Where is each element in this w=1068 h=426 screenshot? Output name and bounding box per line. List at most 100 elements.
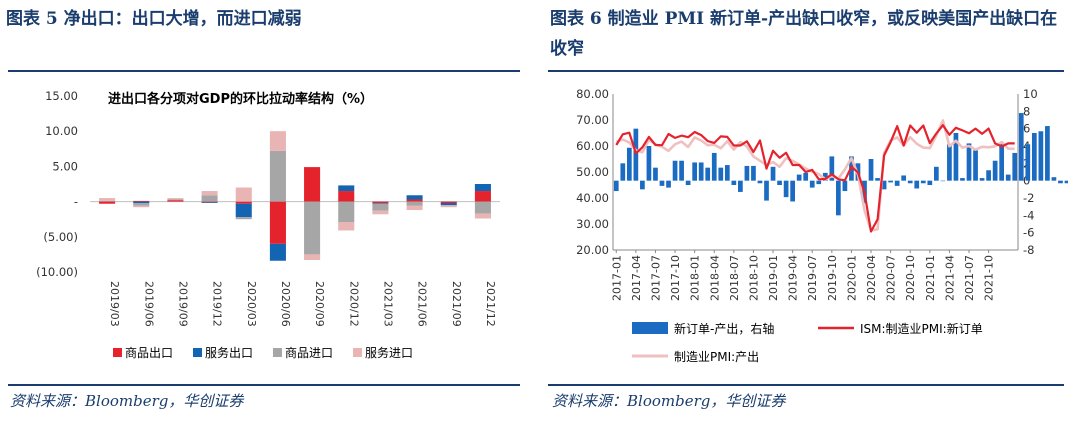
bar-services-import xyxy=(304,254,321,261)
left-y-tick-label: 50.00 xyxy=(576,165,609,179)
bar-services-import xyxy=(235,187,252,202)
figure-title-left: 图表 5 净出口：出口大增，而进口减弱 xyxy=(6,9,302,29)
gap-bar xyxy=(1005,174,1011,181)
gap-bar xyxy=(711,152,717,181)
y-tick-label: (5.00) xyxy=(43,230,78,244)
legend-label: 服务进口 xyxy=(365,345,413,360)
bar-services-import xyxy=(338,222,355,231)
x-tick-label: 2018-04 xyxy=(708,255,721,301)
bar-goods-export xyxy=(338,191,355,202)
gap-bar xyxy=(783,180,789,198)
legend-label: 商品进口 xyxy=(285,345,333,360)
gap-bar xyxy=(888,180,893,183)
gap-bar xyxy=(992,160,998,181)
gap-bar xyxy=(764,180,769,201)
source-note-right: 资料来源：Bloomberg，华创证券 xyxy=(552,392,786,410)
gap-bar xyxy=(1012,152,1018,181)
y-tick-label: (10.00) xyxy=(36,265,78,279)
left-y-tick-label: 80.00 xyxy=(576,87,609,101)
gap-bar xyxy=(666,180,671,188)
bar-goods-import xyxy=(338,201,355,223)
bar-services-export xyxy=(440,203,457,206)
bar-services-export xyxy=(269,243,286,261)
bar-goods-export xyxy=(406,199,423,202)
gap-bar xyxy=(724,165,730,181)
gap-bar xyxy=(646,146,652,181)
bar-goods-export xyxy=(372,201,389,204)
gap-bar xyxy=(705,167,711,181)
gap-bar xyxy=(881,180,887,190)
x-tick-label: 2017-07 xyxy=(649,255,662,301)
legend-label: 商品出口 xyxy=(125,345,173,360)
gap-bar xyxy=(626,147,632,181)
gap-bar xyxy=(1045,126,1050,181)
y-tick-label: 15.00 xyxy=(45,89,78,103)
x-tick-label: 2020-01 xyxy=(845,255,858,301)
x-tick-label: 2021/03 xyxy=(381,281,394,327)
x-tick-label: 2020/09 xyxy=(313,281,326,327)
gap-bar xyxy=(979,178,985,181)
bar-services-import xyxy=(201,191,218,196)
gap-bar xyxy=(718,167,724,181)
bar-goods-import xyxy=(133,203,150,206)
legend-swatch xyxy=(193,348,202,357)
bar-goods-export xyxy=(440,201,457,204)
gap-bar xyxy=(960,178,965,181)
gap-bar xyxy=(770,166,776,181)
gap-bar xyxy=(1051,177,1057,181)
gap-bar xyxy=(731,180,737,185)
bar-goods-import xyxy=(406,201,423,206)
gap-bar xyxy=(940,180,946,182)
gap-bar xyxy=(620,163,626,181)
x-tick-label: 2020-04 xyxy=(865,255,878,301)
gap-bar xyxy=(790,180,795,202)
x-tick-label: 2021-01 xyxy=(924,255,937,301)
bar-goods-import xyxy=(269,150,286,202)
gap-bar xyxy=(894,180,900,186)
right-y-tick-label: 8 xyxy=(1023,104,1030,118)
gap-bar xyxy=(744,165,750,181)
bar-services-export xyxy=(133,201,150,204)
x-tick-label: 2020/12 xyxy=(347,281,360,327)
bar-goods-import xyxy=(201,195,218,202)
right-y-tick-label: -4 xyxy=(1023,208,1034,222)
figure-title-right: 图表 6 制造业 PMI 新订单-产出缺口收窄，或反映美国产出缺口在收窄 xyxy=(550,9,1058,59)
gap-bar xyxy=(973,150,978,181)
gap-bar xyxy=(1025,144,1031,181)
gap-bar xyxy=(999,143,1005,181)
gap-bar xyxy=(907,180,913,184)
bar-goods-export xyxy=(474,191,491,202)
x-tick-label: 2019-07 xyxy=(806,255,819,301)
x-tick-label: 2021-07 xyxy=(963,255,976,301)
source-divider-right xyxy=(548,384,1064,386)
right-figure: 图表 6 制造业 PMI 新订单-产出缺口收窄，或反映美国产出缺口在收窄 20.… xyxy=(540,0,1068,426)
legend-swatch xyxy=(113,348,122,357)
gap-bar xyxy=(1031,133,1037,181)
pmi-gap-chart: 20.00 30.00 40.00 50.00 60.00 70.00 80.00 -8 -6 -… xyxy=(576,87,1068,364)
bar-services-export xyxy=(338,185,355,192)
gap-bar xyxy=(1038,131,1044,181)
right-y-tick-label: 6 xyxy=(1023,122,1030,136)
gap-bar xyxy=(966,143,972,181)
gap-bar xyxy=(914,180,920,189)
gap-bar xyxy=(901,175,907,181)
x-tick-label: 2019/09 xyxy=(176,281,189,327)
gap-bar xyxy=(822,172,828,181)
bar-goods-import xyxy=(474,201,491,214)
left-figure: 图表 5 净出口：出口大增，而进口减弱 进出口各分项对GDP的环比拉动率结构（%… xyxy=(0,0,524,426)
x-tick-label: 2019/06 xyxy=(142,281,155,327)
legend-swatch-gap xyxy=(632,322,668,334)
x-tick-label: 2019-10 xyxy=(826,255,839,301)
bar-goods-export xyxy=(167,200,184,202)
gap-bar xyxy=(920,180,926,184)
x-tick-label: 2021-10 xyxy=(983,255,996,301)
bar-services-import xyxy=(167,198,184,200)
right-y-tick-label: -6 xyxy=(1023,226,1034,240)
right-y-tick-label: 10 xyxy=(1023,87,1038,101)
left-y-tick-label: 30.00 xyxy=(576,217,609,231)
ism-new-orders-line xyxy=(615,124,1015,233)
gap-bar xyxy=(933,166,939,181)
x-tick-label: 2020-07 xyxy=(885,255,898,301)
x-tick-label: 2020-10 xyxy=(904,255,917,301)
x-tick-label: 2018-07 xyxy=(728,255,741,301)
